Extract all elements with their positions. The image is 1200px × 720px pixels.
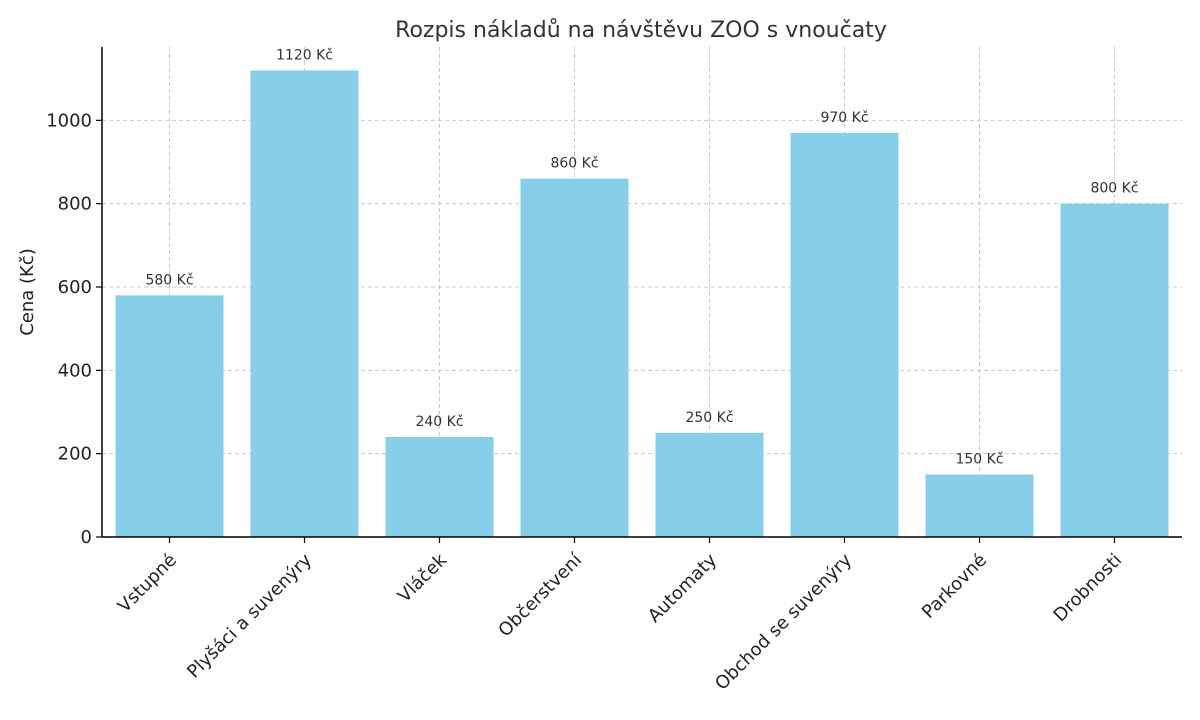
bar (925, 474, 1034, 537)
x-category-label: Občerstvení (494, 549, 586, 641)
x-category-label: Obchod se suvenýry (711, 549, 856, 694)
bar (655, 432, 764, 537)
bar-data-label: 860 Kč (550, 156, 598, 172)
x-category-label: Drobnosti (1050, 550, 1126, 626)
bar-data-label: 150 Kč (955, 452, 1003, 468)
bar-data-label: 580 Kč (145, 272, 193, 288)
x-category-label: Parkovné (918, 550, 991, 623)
bars-layer (115, 70, 1169, 538)
y-tick-label: 200 (58, 444, 92, 465)
bar (790, 132, 899, 538)
y-axis-label: Cena (Kč) (17, 248, 38, 336)
bar-data-label: 970 Kč (820, 110, 868, 126)
bar (385, 437, 494, 537)
x-category-label: Plyšáci a suvenýry (183, 549, 316, 682)
y-tick-label: 1000 (46, 110, 92, 131)
y-tick-label: 800 (58, 194, 92, 215)
chart-title: Rozpis nákladů na návštěvu ZOO s vnoučat… (395, 18, 887, 43)
y-tick-label: 600 (58, 277, 92, 298)
bar-data-label: 800 Kč (1090, 181, 1138, 197)
x-category-label: Vláček (394, 549, 451, 606)
x-category-label: Automaty (644, 549, 721, 626)
y-tick-label: 400 (58, 360, 92, 381)
bar (115, 295, 224, 537)
y-tick-label: 0 (81, 527, 92, 548)
bar-data-label: 250 Kč (685, 410, 733, 426)
bar (250, 70, 359, 537)
bar (520, 178, 629, 537)
bar-data-label: 1120 Kč (276, 47, 333, 63)
bar (1060, 203, 1169, 537)
axes-layer (96, 47, 1182, 543)
bar-data-label: 240 Kč (415, 414, 463, 430)
x-category-label: Vstupné (114, 550, 181, 617)
